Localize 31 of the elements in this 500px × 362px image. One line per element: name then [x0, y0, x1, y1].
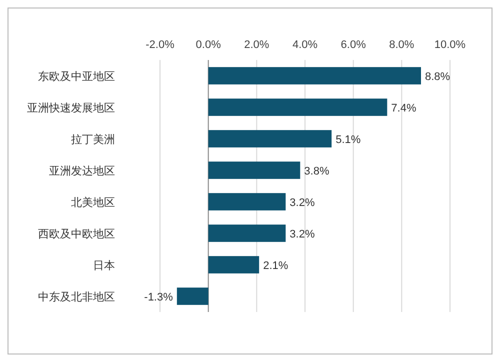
- data-label: 3.2%: [290, 228, 315, 240]
- x-tick-label: 10.0%: [434, 39, 466, 51]
- y-tick-label: 东欧及中亚地区: [38, 70, 115, 83]
- y-tick-label: 日本: [93, 258, 115, 272]
- data-label: 8.8%: [425, 70, 450, 83]
- bar: [208, 67, 421, 84]
- x-tick-label: 2.0%: [244, 39, 270, 51]
- x-tick-label: 0.0%: [196, 39, 222, 51]
- data-label: 3.8%: [304, 165, 330, 178]
- bar: [208, 98, 388, 116]
- bar: [208, 193, 286, 210]
- data-label: 2.1%: [263, 260, 288, 272]
- bar: [176, 288, 208, 305]
- y-tick-label: 亚洲发达地区: [49, 164, 115, 178]
- y-tick-label: 西欧及中欧地区: [38, 227, 115, 240]
- y-tick-label: 中东及北非地区: [38, 290, 115, 304]
- data-label: 7.4%: [391, 102, 416, 114]
- x-tick-label: -2.0%: [146, 39, 175, 51]
- y-tick-label: 亚洲快速发展地区: [27, 101, 115, 114]
- x-tick-label: 6.0%: [340, 39, 366, 51]
- y-tick-label: 拉丁美洲: [71, 132, 115, 146]
- x-tick-label: 4.0%: [292, 39, 318, 51]
- data-label: 5.1%: [336, 134, 361, 146]
- bar: [208, 162, 300, 179]
- bar: [208, 256, 260, 274]
- x-tick-label: 8.0%: [389, 39, 414, 51]
- data-label: 3.2%: [290, 196, 315, 209]
- y-tick-label: 北美地区: [71, 196, 115, 209]
- data-label: -1.3%: [144, 291, 174, 304]
- bar: [208, 224, 286, 242]
- bar: [208, 130, 332, 148]
